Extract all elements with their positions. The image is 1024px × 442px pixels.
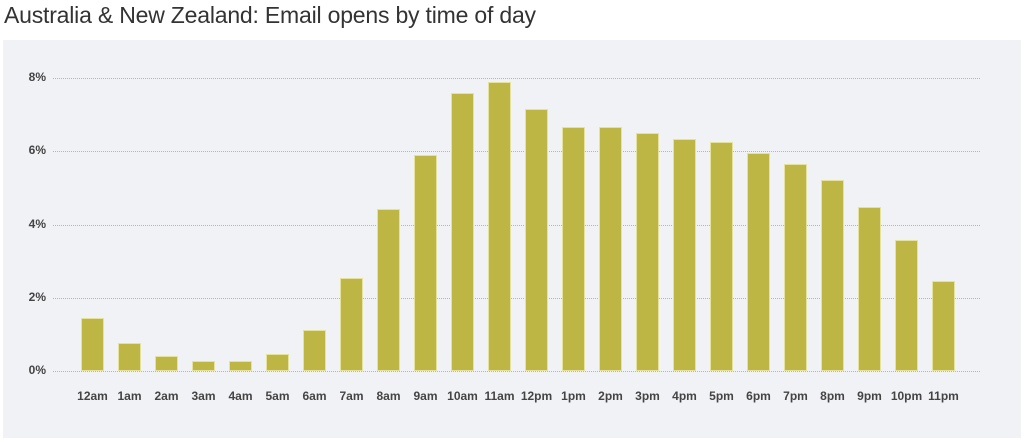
y-axis-tick-label: 4%	[28, 216, 46, 231]
x-axis-tick-label: 7am	[339, 389, 364, 403]
x-axis-tick-label: 8am	[376, 389, 401, 403]
y-axis-tick-label: 0%	[28, 363, 46, 377]
x-axis-tick-label: 11am	[484, 389, 515, 403]
bar-1am[interactable]	[118, 342, 141, 371]
x-axis-tick-label: 1pm	[561, 389, 586, 403]
bar-8am[interactable]	[377, 208, 400, 371]
x-axis-tick-label: 12am	[77, 389, 108, 403]
x-axis-tick-label: 9am	[413, 389, 438, 403]
gridline	[53, 151, 980, 153]
bar-7am[interactable]	[340, 278, 363, 371]
y-axis-tick-label: 8%	[28, 70, 46, 85]
bar-10am[interactable]	[451, 92, 474, 371]
x-axis-tick-label: 11pm	[928, 389, 959, 403]
bar-7pm[interactable]	[784, 163, 807, 371]
bar-10pm[interactable]	[895, 239, 918, 371]
x-axis-tick-label: 4am	[228, 389, 253, 403]
x-axis-tick-label: 3pm	[635, 389, 660, 403]
bar-9pm[interactable]	[858, 207, 881, 371]
x-axis-tick-label: 3am	[191, 389, 216, 403]
x-axis-tick-label: 8pm	[820, 389, 845, 403]
x-axis-tick-label: 9pm	[857, 389, 882, 403]
bar-6am[interactable]	[303, 330, 326, 371]
bar-1pm[interactable]	[562, 126, 585, 371]
bar-8pm[interactable]	[821, 179, 844, 371]
bar-3am[interactable]	[192, 361, 215, 371]
x-axis-tick-label: 6pm	[746, 389, 771, 403]
x-axis-tick-label: 2pm	[598, 389, 623, 403]
gridline	[53, 297, 980, 299]
bar-2pm[interactable]	[599, 126, 622, 371]
x-axis-tick-label: 1am	[117, 389, 142, 403]
x-axis-tick-label: 4pm	[672, 389, 697, 403]
bar-12pm[interactable]	[525, 108, 548, 371]
bar-4pm[interactable]	[673, 138, 696, 371]
bar-11pm[interactable]	[932, 280, 955, 371]
bar-9am[interactable]	[414, 155, 437, 371]
x-axis-tick-label: 10pm	[890, 389, 923, 403]
x-axis-tick-label: 2am	[154, 389, 179, 403]
bar-3pm[interactable]	[636, 133, 659, 371]
x-axis-tick-label: 5am	[265, 389, 290, 403]
x-axis-tick-label: 5pm	[709, 389, 734, 403]
bar-5pm[interactable]	[710, 141, 733, 371]
bar-5am[interactable]	[266, 354, 289, 371]
gridline	[53, 78, 980, 80]
x-axis-tick-label: 7pm	[783, 389, 808, 403]
bar-4am[interactable]	[229, 361, 252, 371]
y-axis-tick-label: 6%	[28, 143, 46, 158]
chart-title: Australia & New Zealand: Email opens by …	[4, 2, 536, 28]
gridline	[53, 224, 980, 226]
bar-2am[interactable]	[155, 355, 178, 371]
bar-11am[interactable]	[488, 81, 511, 371]
x-axis-tick-label: 6am	[302, 389, 327, 403]
bar-6pm[interactable]	[747, 153, 770, 371]
x-axis-tick-label: 12pm	[520, 389, 553, 403]
x-axis-tick-label: 10am	[447, 389, 478, 403]
y-axis-tick-label: 2%	[28, 289, 46, 304]
bar-12am[interactable]	[81, 317, 104, 371]
gridline	[53, 371, 980, 372]
